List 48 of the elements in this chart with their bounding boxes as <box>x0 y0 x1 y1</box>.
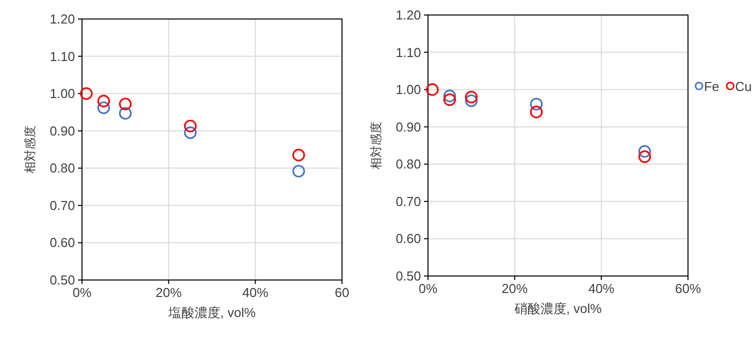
y-axis-title: 相対感度 <box>369 122 383 170</box>
y-tick-label: 0.50 <box>396 268 421 284</box>
point <box>97 101 110 114</box>
point <box>530 98 543 110</box>
x-tick-label: 0% <box>418 281 438 296</box>
point <box>119 98 132 110</box>
y-tick-label: 0.70 <box>396 194 421 209</box>
x-tick-label: 0% <box>72 285 92 300</box>
y-tick-label: 1.20 <box>50 12 75 26</box>
y-tick-label: 0.90 <box>396 119 421 134</box>
point <box>638 150 651 163</box>
y-tick-label: 1.00 <box>396 82 421 98</box>
point <box>80 87 93 100</box>
point <box>426 83 439 96</box>
point <box>465 90 478 104</box>
y-tick-label: 0.60 <box>50 235 75 250</box>
point <box>292 148 305 162</box>
y-tick-label: 1.10 <box>50 48 75 64</box>
point <box>184 126 197 140</box>
point <box>97 94 110 108</box>
point <box>530 106 543 118</box>
y-tick-label: 0.70 <box>50 198 75 213</box>
y-tick-label: 1.20 <box>396 8 421 22</box>
y-tick-label: 0.80 <box>50 160 75 176</box>
point <box>638 145 651 158</box>
y-tick-label: 1.10 <box>396 44 421 60</box>
point <box>443 93 456 106</box>
point <box>465 94 478 108</box>
x-axis-title: 塩酸濃度, vol% <box>167 305 256 320</box>
y-tick-label: 1.00 <box>50 86 75 102</box>
y-tick-label: 0.50 <box>50 272 75 288</box>
y-axis-title: 相対感度 <box>23 126 37 174</box>
x-tick-label: 40% <box>242 285 269 300</box>
point <box>443 90 456 102</box>
legend-label: Fe <box>704 79 720 94</box>
y-tick-label: 0.80 <box>396 156 421 172</box>
point <box>184 120 197 132</box>
x-tick-label: 60 <box>334 285 350 300</box>
legend-label: Cu <box>735 79 752 94</box>
point <box>292 164 305 178</box>
x-tick-label: 20% <box>156 285 182 300</box>
x-tick-label: 60% <box>674 281 702 296</box>
x-tick-label: 40% <box>588 281 615 296</box>
y-tick-label: 0.90 <box>50 123 75 138</box>
x-tick-label: 20% <box>502 281 528 296</box>
y-tick-label: 0.60 <box>396 231 421 246</box>
x-axis-title: 硝酸濃度, vol% <box>513 301 602 316</box>
point <box>119 107 132 120</box>
